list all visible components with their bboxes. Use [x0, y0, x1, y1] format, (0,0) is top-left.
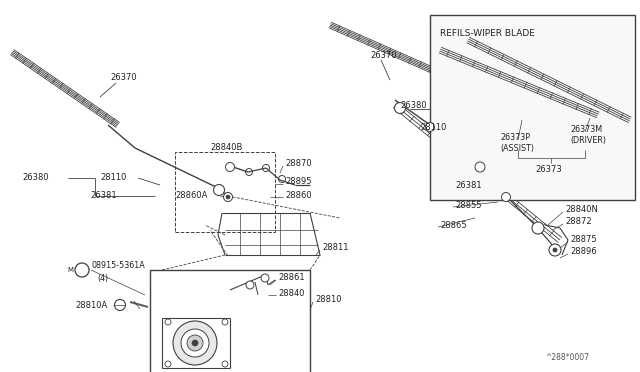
Text: REFILS-WIPER BLADE: REFILS-WIPER BLADE — [440, 29, 535, 38]
Circle shape — [223, 192, 232, 202]
Text: 26380: 26380 — [400, 100, 427, 109]
Text: 28810A: 28810A — [75, 301, 108, 310]
Circle shape — [225, 163, 234, 171]
Text: 28896: 28896 — [570, 247, 596, 257]
Bar — [150, 270, 310, 372]
Text: 26381: 26381 — [90, 190, 116, 199]
Text: 28840B: 28840B — [210, 144, 243, 153]
Text: 28840N: 28840N — [565, 205, 598, 215]
Circle shape — [192, 340, 198, 346]
Circle shape — [502, 192, 511, 202]
Circle shape — [222, 361, 228, 367]
Circle shape — [532, 222, 544, 234]
Circle shape — [549, 244, 561, 256]
Text: ^288*0007: ^288*0007 — [545, 353, 589, 362]
Circle shape — [394, 103, 406, 113]
Circle shape — [475, 162, 485, 172]
Text: 28861: 28861 — [278, 273, 305, 282]
Circle shape — [187, 335, 203, 351]
Text: 28110: 28110 — [420, 124, 446, 132]
Text: 28840: 28840 — [278, 289, 305, 298]
Circle shape — [261, 274, 269, 282]
Circle shape — [224, 193, 232, 201]
Text: (DRIVER): (DRIVER) — [570, 135, 606, 144]
Circle shape — [165, 319, 171, 325]
Circle shape — [173, 321, 217, 365]
Bar — [175, 152, 275, 232]
Text: 28875: 28875 — [570, 235, 596, 244]
Text: 28860A: 28860A — [175, 192, 207, 201]
Text: 08915-5361A: 08915-5361A — [92, 262, 146, 270]
Text: 26380: 26380 — [22, 173, 49, 183]
Text: (4): (4) — [97, 273, 108, 282]
Text: 28855: 28855 — [455, 201, 481, 209]
Text: 28811: 28811 — [322, 243, 349, 251]
Circle shape — [226, 195, 230, 199]
Text: 28110: 28110 — [100, 173, 126, 183]
Text: 26373P: 26373P — [500, 134, 530, 142]
Text: (ASSIST): (ASSIST) — [500, 144, 534, 153]
Circle shape — [214, 185, 225, 196]
Text: 28895: 28895 — [285, 177, 312, 186]
Text: 28810: 28810 — [315, 295, 342, 305]
Bar — [430, 15, 635, 200]
Circle shape — [246, 281, 254, 289]
Text: M: M — [67, 267, 73, 273]
Text: 28870: 28870 — [285, 158, 312, 167]
Circle shape — [553, 248, 557, 252]
Circle shape — [181, 329, 209, 357]
Text: 26373: 26373 — [535, 166, 562, 174]
Text: 28872: 28872 — [565, 218, 591, 227]
Text: 26381: 26381 — [455, 180, 482, 189]
Text: 26370: 26370 — [370, 51, 397, 60]
Circle shape — [222, 319, 228, 325]
Text: 26373M: 26373M — [570, 125, 602, 135]
Circle shape — [227, 196, 230, 199]
Text: 26370: 26370 — [110, 73, 136, 81]
Text: 28860: 28860 — [285, 192, 312, 201]
Circle shape — [165, 361, 171, 367]
Circle shape — [426, 122, 435, 131]
Text: 28865: 28865 — [440, 221, 467, 230]
